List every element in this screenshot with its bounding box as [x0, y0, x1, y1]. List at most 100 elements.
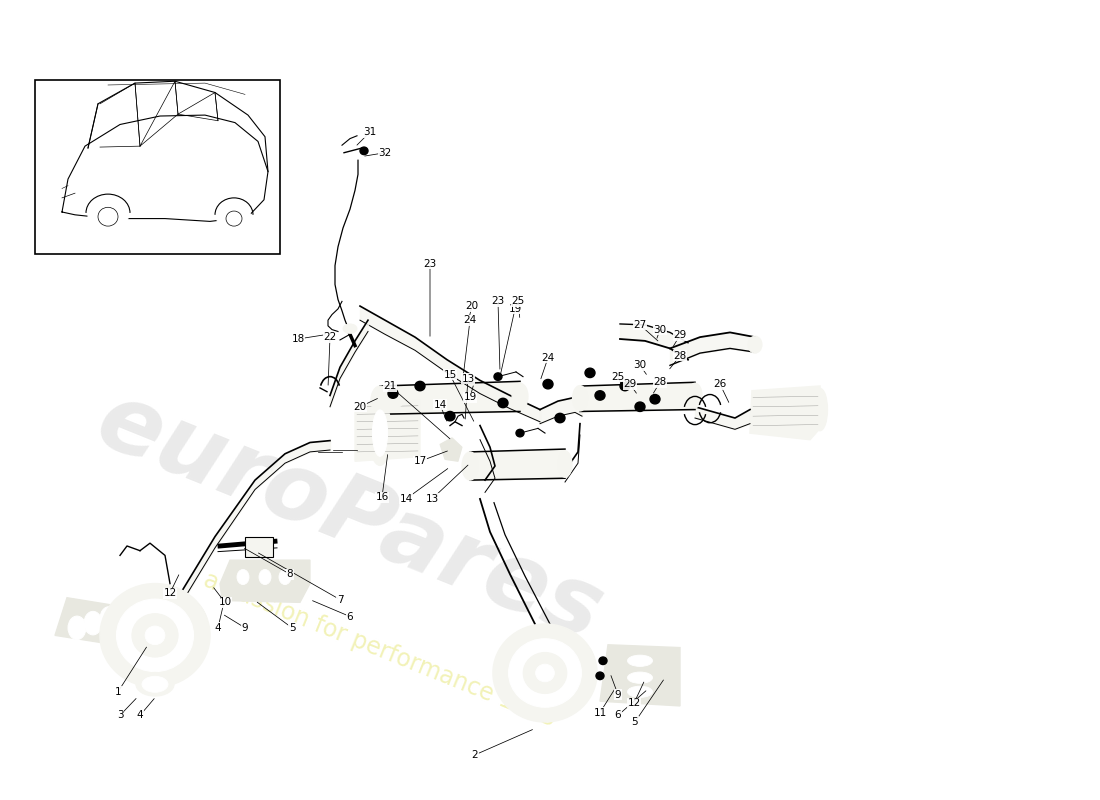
- Ellipse shape: [372, 390, 404, 410]
- Ellipse shape: [122, 590, 208, 662]
- Text: 21: 21: [384, 381, 397, 391]
- Text: 12: 12: [164, 588, 177, 598]
- Circle shape: [498, 398, 508, 408]
- Polygon shape: [600, 645, 680, 706]
- Ellipse shape: [627, 672, 652, 683]
- Text: 13: 13: [461, 374, 474, 383]
- Text: 14: 14: [433, 400, 447, 410]
- Text: 6: 6: [346, 611, 353, 622]
- Circle shape: [360, 147, 368, 154]
- Text: 28: 28: [653, 378, 667, 387]
- Text: 11: 11: [593, 707, 606, 718]
- Text: 5: 5: [288, 623, 295, 633]
- Text: 20: 20: [465, 301, 478, 311]
- Text: 4: 4: [136, 710, 143, 720]
- Text: 29: 29: [624, 379, 637, 389]
- Ellipse shape: [100, 606, 118, 630]
- Text: 9: 9: [615, 690, 622, 700]
- Circle shape: [100, 584, 210, 687]
- Text: euroPares: euroPares: [84, 374, 616, 661]
- Ellipse shape: [558, 451, 572, 478]
- Circle shape: [132, 614, 178, 657]
- Circle shape: [635, 402, 645, 411]
- Polygon shape: [220, 560, 310, 602]
- Text: 2: 2: [472, 750, 478, 760]
- Text: 22: 22: [323, 332, 337, 342]
- Polygon shape: [55, 598, 125, 645]
- Text: 26: 26: [714, 379, 727, 389]
- Ellipse shape: [515, 631, 595, 699]
- Ellipse shape: [68, 616, 86, 639]
- Text: 32: 32: [378, 148, 392, 158]
- Text: 16: 16: [375, 492, 388, 502]
- Text: 10: 10: [219, 598, 232, 607]
- Circle shape: [600, 657, 607, 665]
- Text: 15: 15: [443, 370, 456, 380]
- Text: 13: 13: [426, 494, 439, 504]
- Circle shape: [415, 382, 425, 390]
- Circle shape: [595, 390, 605, 400]
- Ellipse shape: [685, 10, 695, 26]
- Ellipse shape: [813, 388, 827, 430]
- Text: 1: 1: [114, 687, 121, 697]
- Text: 30: 30: [634, 360, 647, 370]
- Polygon shape: [62, 115, 268, 222]
- Polygon shape: [355, 400, 420, 462]
- Text: 19: 19: [508, 304, 521, 314]
- Circle shape: [650, 394, 660, 404]
- Ellipse shape: [343, 324, 358, 334]
- Text: 3: 3: [117, 710, 123, 720]
- Text: 24: 24: [541, 353, 554, 363]
- Text: 20: 20: [353, 402, 366, 412]
- Ellipse shape: [371, 386, 389, 414]
- Circle shape: [556, 414, 565, 422]
- Ellipse shape: [279, 570, 292, 585]
- Circle shape: [217, 202, 251, 234]
- Ellipse shape: [688, 383, 702, 408]
- Text: 28: 28: [673, 351, 686, 361]
- Ellipse shape: [373, 410, 387, 456]
- Bar: [245, 537, 273, 558]
- Ellipse shape: [368, 401, 392, 466]
- Text: 9: 9: [242, 623, 249, 633]
- Circle shape: [585, 368, 595, 378]
- Ellipse shape: [84, 611, 102, 635]
- Polygon shape: [750, 386, 820, 440]
- Circle shape: [117, 599, 194, 671]
- Circle shape: [536, 664, 554, 682]
- Ellipse shape: [142, 676, 168, 692]
- Circle shape: [388, 389, 398, 398]
- Text: a passion for performance 1985: a passion for performance 1985: [200, 567, 560, 731]
- Ellipse shape: [136, 673, 174, 696]
- Text: 23: 23: [492, 296, 505, 306]
- Ellipse shape: [512, 383, 528, 410]
- Text: 5: 5: [631, 717, 638, 727]
- Text: 18: 18: [292, 334, 305, 344]
- Ellipse shape: [748, 336, 762, 353]
- Ellipse shape: [627, 655, 652, 666]
- Circle shape: [524, 653, 567, 694]
- Text: 8: 8: [287, 570, 294, 579]
- Ellipse shape: [236, 570, 249, 585]
- Ellipse shape: [462, 452, 478, 480]
- Text: 31: 31: [363, 127, 376, 137]
- Text: 19: 19: [463, 392, 476, 402]
- Circle shape: [145, 626, 165, 645]
- Circle shape: [446, 411, 455, 421]
- Text: 30: 30: [653, 325, 667, 334]
- Ellipse shape: [258, 570, 271, 585]
- Bar: [35, 80, 280, 254]
- Text: 25: 25: [612, 372, 625, 382]
- Circle shape: [516, 430, 524, 437]
- Text: 24: 24: [463, 315, 476, 325]
- Text: 4: 4: [214, 623, 221, 633]
- Text: 25: 25: [512, 296, 525, 306]
- Circle shape: [494, 373, 502, 380]
- Circle shape: [508, 638, 582, 707]
- Circle shape: [88, 198, 128, 235]
- Ellipse shape: [627, 686, 652, 698]
- Text: 6: 6: [615, 710, 622, 720]
- Text: 17: 17: [414, 456, 427, 466]
- Text: 7: 7: [337, 594, 343, 605]
- Circle shape: [543, 379, 553, 389]
